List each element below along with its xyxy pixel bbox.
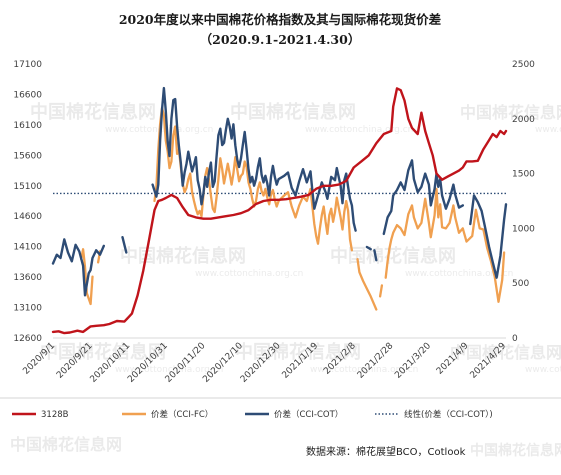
left-tick-label: 17100 [13,60,42,70]
watermark-url: www.cottonchina.org.cn [310,365,418,375]
watermark-url: www.cottonchina.org.cn [115,365,223,375]
left-tick-label: 14100 [13,243,42,253]
watermark-url: www.cottonchina.org.cn [525,365,561,375]
series-line-cci-fc [80,106,506,311]
left-tick-label: 15600 [13,151,42,161]
left-tick-label: 13100 [13,304,42,314]
left-tick-label: 14600 [13,212,42,222]
watermark-url: www.cottonchina.org.cn [305,125,413,135]
watermark-text: 中国棉花信息网 [460,103,561,122]
legend-label: 价差（CCI-COT） [274,409,343,420]
watermark-text: 中国棉花信息网 [235,341,361,363]
left-tick-label: 13600 [13,273,42,283]
legend-label: 价差（CCI-FC） [151,409,213,420]
watermark-text: 中国棉花信息网 [10,435,122,454]
left-axis: 12600 13100 13600 14100 14600 15100 15600 16100… [13,60,42,344]
series-line-cci-cot [51,86,508,297]
right-tick-label: 2000 [512,115,535,125]
watermark-text: 中国棉花信息网 [40,341,166,363]
series-layer [51,86,508,335]
watermark-text: 中国棉花信息网 [330,245,456,267]
source-note: 数据来源：棉花展望BCO，Cotlook [306,445,466,458]
left-tick-label: 16100 [13,121,42,131]
left-tick-label: 16600 [13,90,42,100]
watermark-text: 中国棉花信息网 [450,343,561,362]
watermark-url: www.cottonchina.org.cn [195,269,303,279]
watermark-url: www.cottonchina.org.cn [405,269,513,279]
watermark-text: 中国棉花信息网 [120,245,246,267]
chart-subtitle: （2020.9.1-2021.4.30） [200,32,361,47]
watermark-text: 中国棉花信息网 [230,101,356,123]
right-axis: 0 500 1000 1500 2000 2500 [512,60,535,344]
right-tick-label: 1000 [512,224,535,234]
right-tick-label: 0 [512,334,518,344]
legend-label: 线性(价差（CCI-COT）) [404,409,493,420]
chart-title: 2020年度以来中国棉花价格指数及其与国际棉花现货价差 [119,12,441,27]
watermark-url: www.cottonchina.org.cn [535,125,561,135]
series-line-3128b [51,87,508,335]
watermark-text: 中国棉花信息网 [470,442,561,459]
right-tick-label: 500 [512,279,529,289]
legend-label: 3128B [41,410,69,420]
watermarks: 中国棉花信息网 www.cottonchina.org.cn 中国棉花信息网 www.… [10,101,561,459]
left-tick-label: 15100 [13,182,42,192]
watermark-text: 中国棉花信息网 [30,101,156,123]
right-tick-label: 2500 [512,60,535,70]
left-tick-label: 12600 [13,334,42,344]
right-tick-label: 1500 [512,170,535,180]
legend: 3128B 价差（CCI-FC） 价差（CCI-COT） 线性(价差（CCI-COT）… [12,409,493,420]
